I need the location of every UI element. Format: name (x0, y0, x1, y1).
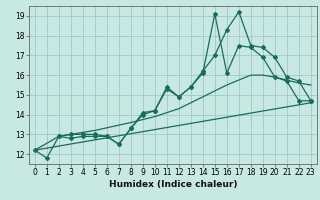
X-axis label: Humidex (Indice chaleur): Humidex (Indice chaleur) (108, 180, 237, 189)
